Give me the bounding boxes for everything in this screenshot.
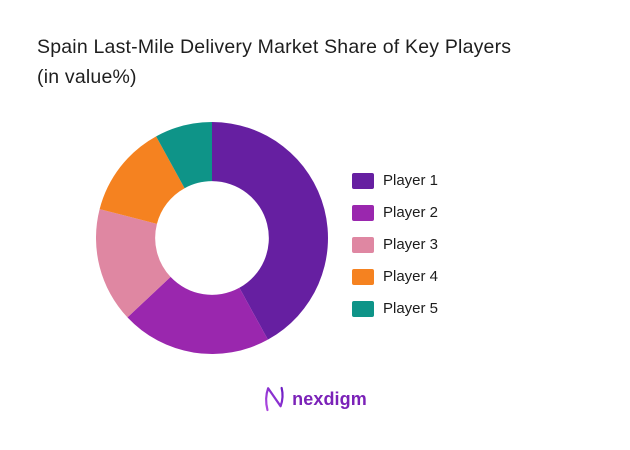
donut-slice-player-5 — [156, 122, 212, 189]
legend-item-player-5: Player 5 — [352, 300, 438, 317]
donut-slice-player-1 — [212, 122, 328, 340]
legend-label-player-1: Player 1 — [383, 172, 439, 189]
donut-chart — [96, 122, 328, 354]
legend-item-player-3: Player 3 — [352, 236, 438, 253]
donut-slice-player-2 — [127, 276, 268, 354]
legend-swatch-player-4 — [352, 268, 374, 285]
donut-slice-player-3 — [96, 209, 171, 318]
legend-label-player-3: Player 3 — [383, 236, 439, 253]
chart-title: Spain Last-Mile Delivery Market Share of… — [37, 32, 511, 92]
legend-label-player-4: Player 4 — [383, 268, 439, 285]
donut-slice-player-4 — [99, 136, 185, 224]
legend-swatch-player-2 — [352, 204, 374, 221]
legend-item-player-1: Player 1 — [352, 172, 438, 189]
legend: Player 1 Player 2 Player 3 Player 4 Play… — [352, 172, 438, 332]
nexdigm-logo-text: nexdigm — [292, 388, 367, 409]
legend-label-player-5: Player 5 — [383, 300, 439, 317]
legend-item-player-4: Player 4 — [352, 268, 438, 285]
nexdigm-logo: nexdigm — [263, 386, 367, 412]
nexdigm-n-icon — [265, 386, 284, 412]
chart-title-line2: (in value%) — [37, 66, 137, 88]
legend-swatch-player-3 — [352, 236, 374, 253]
legend-swatch-player-5 — [352, 300, 374, 317]
legend-label-player-2: Player 2 — [383, 204, 439, 221]
legend-item-player-2: Player 2 — [352, 204, 438, 221]
chart-title-line1: Spain Last-Mile Delivery Market Share of… — [37, 36, 512, 58]
legend-swatch-player-1 — [352, 172, 374, 189]
